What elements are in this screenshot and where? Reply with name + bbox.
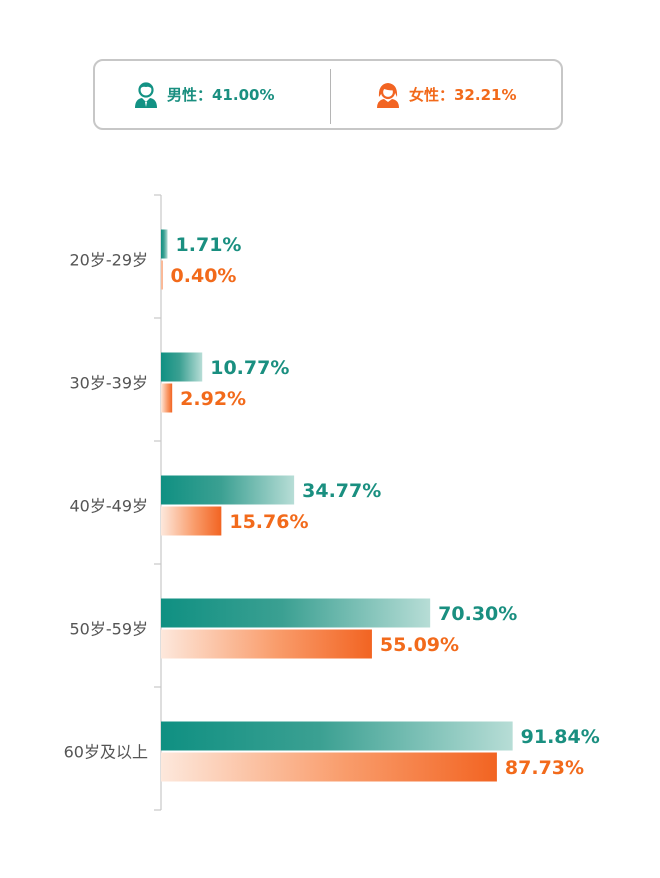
bar-male — [161, 721, 513, 751]
bar-male — [161, 475, 295, 505]
bar-male — [161, 598, 431, 628]
legend-female-label: 女性：32.21% — [409, 86, 517, 104]
legend-box: 男性：41.00% 女性：32.21% — [93, 59, 563, 130]
data-label-female: 2.92% — [180, 388, 246, 410]
category-label: 60岁及以上 — [64, 743, 148, 762]
bar-female — [161, 506, 222, 536]
female-user-icon — [377, 82, 399, 108]
legend-female: 女性：32.21% — [375, 61, 516, 128]
data-label-female: 55.09% — [380, 634, 459, 656]
bar-male — [161, 352, 203, 382]
bar-female — [161, 383, 173, 413]
category-label: 40岁-49岁 — [70, 497, 149, 516]
bar-female — [161, 752, 497, 782]
category-label: 30岁-39岁 — [70, 374, 149, 393]
bar-male — [161, 229, 168, 259]
data-label-female: 87.73% — [505, 757, 584, 779]
data-label-male: 91.84% — [521, 726, 600, 748]
category-label: 20岁-29岁 — [70, 251, 149, 270]
data-label-female: 0.40% — [171, 265, 237, 287]
bar-female — [161, 629, 372, 659]
data-label-male: 34.77% — [302, 480, 381, 502]
data-label-male: 10.77% — [210, 357, 289, 379]
data-label-male: 70.30% — [438, 603, 517, 625]
legend-male-label: 男性：41.00% — [167, 86, 275, 104]
bar-female — [161, 260, 163, 290]
legend-divider — [330, 69, 331, 124]
legend-male: 男性：41.00% — [133, 61, 274, 128]
male-user-icon — [135, 81, 157, 108]
data-label-male: 1.71% — [176, 234, 242, 256]
category-label: 50岁-59岁 — [70, 620, 149, 639]
data-label-female: 15.76% — [229, 511, 308, 533]
